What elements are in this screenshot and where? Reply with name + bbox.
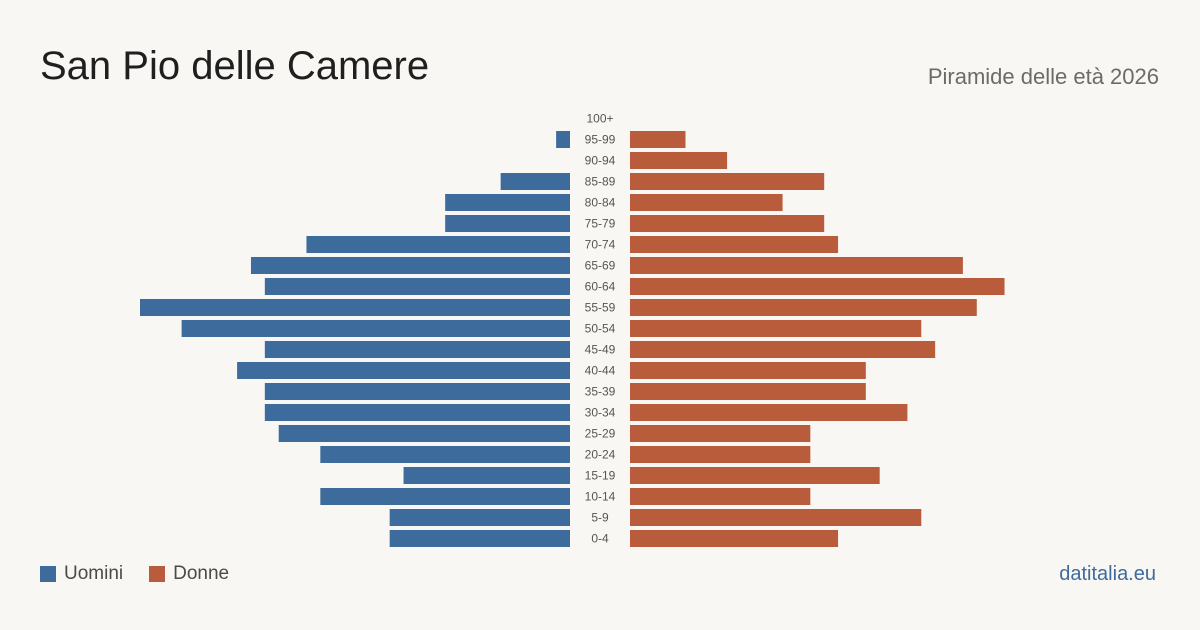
bar-men-5-9 bbox=[389, 509, 570, 526]
age-label-100+: 100+ bbox=[586, 112, 613, 126]
age-label-0-4: 0-4 bbox=[591, 532, 609, 546]
bar-men-10-14 bbox=[320, 488, 570, 505]
bar-women-90-94 bbox=[630, 152, 728, 169]
source-link[interactable]: datitalia.eu bbox=[1059, 563, 1156, 585]
age-label-65-69: 65-69 bbox=[585, 259, 616, 273]
bar-women-95-99 bbox=[630, 131, 686, 148]
age-label-40-44: 40-44 bbox=[585, 364, 616, 378]
age-label-50-54: 50-54 bbox=[585, 322, 616, 336]
age-label-15-19: 15-19 bbox=[585, 469, 616, 483]
bar-women-5-9 bbox=[630, 509, 922, 526]
age-label-70-74: 70-74 bbox=[585, 238, 616, 252]
bar-men-80-84 bbox=[445, 194, 570, 211]
bar-men-60-64 bbox=[264, 278, 570, 295]
age-label-10-14: 10-14 bbox=[585, 490, 616, 504]
bar-women-40-44 bbox=[630, 362, 866, 379]
legend-label-women: Donne bbox=[173, 563, 230, 584]
chart-title: San Pio delle Camere bbox=[40, 44, 430, 88]
legend-swatch-men bbox=[40, 566, 56, 582]
age-label-45-49: 45-49 bbox=[585, 343, 616, 357]
bar-women-80-84 bbox=[630, 194, 783, 211]
age-label-25-29: 25-29 bbox=[585, 427, 616, 441]
bar-women-0-4 bbox=[630, 530, 839, 547]
legend-label-men: Uomini bbox=[64, 563, 124, 584]
bar-men-20-24 bbox=[320, 446, 570, 463]
age-label-60-64: 60-64 bbox=[585, 280, 616, 294]
bar-men-0-4 bbox=[389, 530, 570, 547]
bar-women-15-19 bbox=[630, 467, 880, 484]
age-label-55-59: 55-59 bbox=[585, 301, 616, 315]
bar-women-85-89 bbox=[630, 173, 825, 190]
age-label-95-99: 95-99 bbox=[585, 133, 616, 147]
age-label-35-39: 35-39 bbox=[585, 385, 616, 399]
bar-men-25-29 bbox=[278, 425, 570, 442]
bar-men-55-59 bbox=[140, 299, 570, 316]
bar-women-10-14 bbox=[630, 488, 811, 505]
bar-women-30-34 bbox=[630, 404, 908, 421]
bar-men-50-54 bbox=[181, 320, 570, 337]
bar-women-65-69 bbox=[630, 257, 963, 274]
bar-men-70-74 bbox=[306, 236, 570, 253]
bar-women-75-79 bbox=[630, 215, 825, 232]
bar-women-25-29 bbox=[630, 425, 811, 442]
bar-men-85-89 bbox=[500, 173, 570, 190]
bar-women-60-64 bbox=[630, 278, 1005, 295]
bar-women-35-39 bbox=[630, 383, 866, 400]
age-label-85-89: 85-89 bbox=[585, 175, 616, 189]
age-label-75-79: 75-79 bbox=[585, 217, 616, 231]
bar-men-35-39 bbox=[264, 383, 570, 400]
bar-men-30-34 bbox=[264, 404, 570, 421]
legend-item-men: Uomini bbox=[40, 563, 123, 585]
age-label-90-94: 90-94 bbox=[585, 154, 616, 168]
bar-women-50-54 bbox=[630, 320, 922, 337]
bar-men-45-49 bbox=[264, 341, 570, 358]
bar-women-55-59 bbox=[630, 299, 977, 316]
age-label-20-24: 20-24 bbox=[585, 448, 616, 462]
bar-men-65-69 bbox=[250, 257, 570, 274]
legend-swatch-women bbox=[149, 566, 166, 582]
bar-women-20-24 bbox=[630, 446, 811, 463]
bar-men-15-19 bbox=[403, 467, 570, 484]
age-label-30-34: 30-34 bbox=[585, 406, 616, 420]
bar-men-75-79 bbox=[445, 215, 570, 232]
bar-men-95-99 bbox=[556, 131, 570, 148]
chart-subtitle: Piramide delle età 2026 bbox=[927, 64, 1159, 89]
legend: Uomini Donne bbox=[40, 563, 255, 585]
age-label-80-84: 80-84 bbox=[585, 196, 616, 210]
age-label-5-9: 5-9 bbox=[591, 511, 609, 525]
bar-women-45-49 bbox=[630, 341, 936, 358]
bar-women-70-74 bbox=[630, 236, 839, 253]
legend-item-women: Donne bbox=[149, 563, 229, 585]
bar-men-40-44 bbox=[237, 362, 570, 379]
